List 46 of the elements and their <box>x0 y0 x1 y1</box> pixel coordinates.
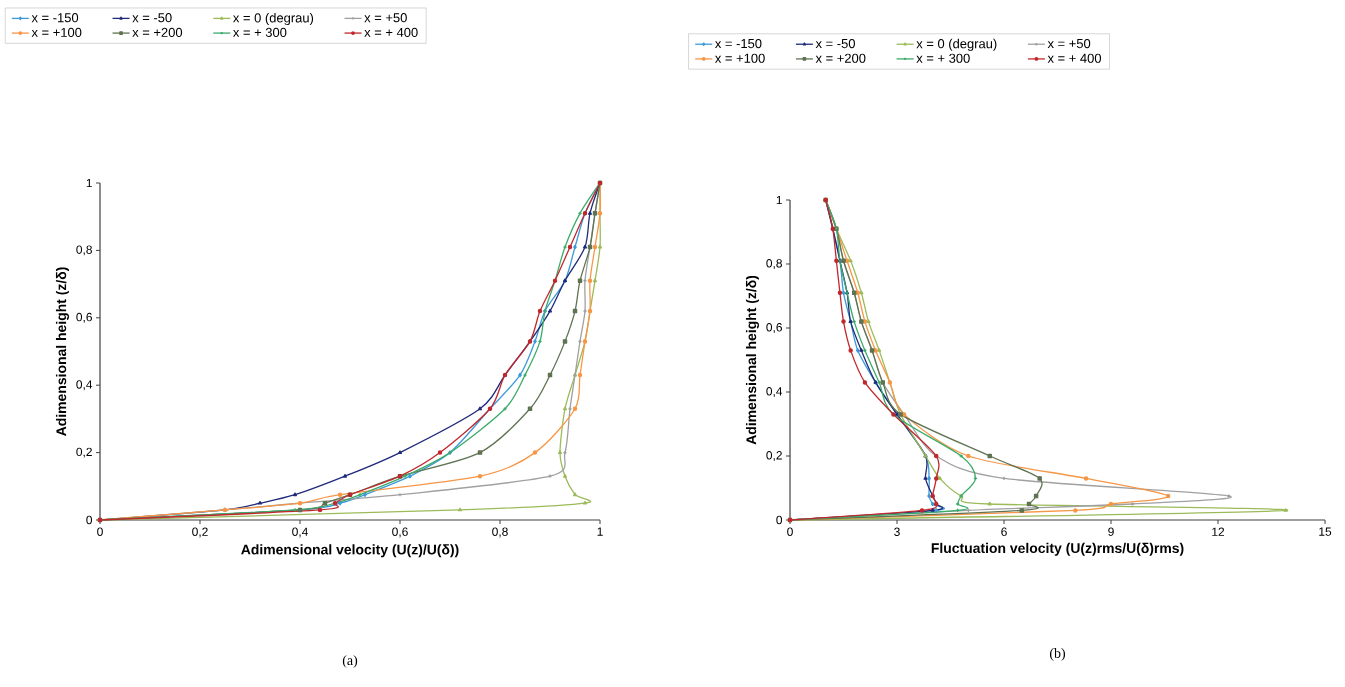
y-tick-label: 0,2 <box>766 451 782 461</box>
x-tick-label: 6 <box>1001 527 1007 536</box>
x-axis-title: Fluctuation velocity (U(z)rms/U(δ)rms) <box>931 542 1184 556</box>
x-tick-label: 0,4 <box>292 527 308 538</box>
y-tick-label: 0 <box>776 515 783 525</box>
x-tick-label: 0 <box>97 527 103 536</box>
legend-label: x = 0 (degrau) <box>916 38 997 51</box>
x-tick-label: 0 <box>787 527 793 536</box>
x-tick-label: 12 <box>1212 527 1225 536</box>
y-tick-label: 0,4 <box>766 387 783 397</box>
legend-label: x = + 400 <box>364 27 418 37</box>
legend-label: x = 0 (degrau) <box>233 12 314 26</box>
y-tick-label: 0,8 <box>76 245 92 256</box>
legend-label: x = +100 <box>31 27 82 37</box>
x-tick-label: 3 <box>894 527 900 536</box>
y-tick-label: 1 <box>776 195 782 205</box>
y-tick-label: 1 <box>86 178 92 188</box>
y-tick-label: 0,6 <box>76 312 92 323</box>
legend-label: x = +200 <box>815 53 866 63</box>
x-tick-label: 15 <box>1319 527 1332 536</box>
y-tick-label: 0,4 <box>76 380 93 391</box>
x-tick-label: 0,2 <box>192 527 208 538</box>
text: (b) <box>1049 648 1066 661</box>
legend-label: x = -150 <box>31 13 79 23</box>
legend-label: x = -50 <box>132 13 172 23</box>
y-tick-label: 0,6 <box>766 323 782 333</box>
y-axis-title: Adimensional height (z/δ) <box>55 267 70 436</box>
legend-label: x = + 300 <box>916 53 970 63</box>
x-axis-title: Adimensional velocity (U(z)/U(δ)) <box>241 544 459 558</box>
legend-label: x = + 400 <box>1047 53 1102 63</box>
x-tick-label: 1 <box>597 527 603 536</box>
legend-label: x = +50 <box>364 13 407 23</box>
legend-label: x = +100 <box>714 53 765 63</box>
legend-label: x = -150 <box>714 38 762 49</box>
x-tick-label: 0,6 <box>392 527 408 538</box>
x-tick-label: 9 <box>1108 527 1114 536</box>
legend-label: x = +200 <box>132 27 183 37</box>
legend-label: x = +50 <box>1047 38 1091 49</box>
text: (a) <box>342 655 358 668</box>
y-tick-label: 0,8 <box>766 259 782 269</box>
y-tick-label: 0,2 <box>76 447 92 458</box>
legend-label: x = + 300 <box>233 27 287 37</box>
y-tick-label: 0 <box>86 515 93 525</box>
y-axis-title: Adimensional height (z/δ) <box>745 275 760 445</box>
legend-label: x = -50 <box>815 38 855 49</box>
x-tick-label: 0,8 <box>492 527 508 538</box>
